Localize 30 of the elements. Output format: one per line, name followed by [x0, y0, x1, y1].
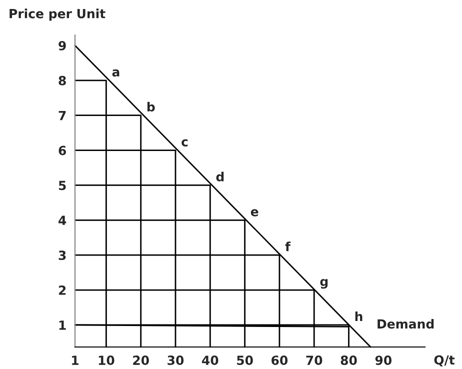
y-tick-label: 1 [59, 320, 66, 330]
annotation: d [216, 172, 224, 182]
x-tick-label: 50 [237, 356, 253, 366]
y-tick-label: 4 [58, 216, 66, 225]
annotation: a [112, 69, 120, 77]
x-tick-label: 10 [98, 356, 114, 366]
y-tick-label: 9 [58, 40, 66, 50]
x-axis-title: Q/t [434, 355, 455, 366]
x-tick-label: 1 [72, 356, 78, 365]
annotation: f [285, 242, 291, 252]
x-tick-label: 90 [375, 356, 392, 366]
x-tick-label: 80 [340, 356, 357, 366]
y-tick-label: 3 [58, 250, 66, 260]
x-tick-label: 60 [272, 356, 288, 366]
y-tick-label: 7 [58, 110, 66, 120]
y-axis-title: Price per Unit [10, 8, 106, 21]
x-tick-label: 70 [306, 356, 322, 366]
series-label: Demand [378, 318, 434, 329]
annotation: c [182, 139, 188, 146]
y-tick-label: 6 [58, 146, 66, 156]
y-tick-label: 5 [58, 180, 66, 190]
annotation: b [147, 102, 155, 112]
x-tick-label: 40 [202, 356, 218, 366]
annotation: e [250, 209, 258, 216]
annotation: g [320, 278, 328, 289]
annotation: h [355, 312, 362, 321]
x-tick-label: 20 [133, 356, 149, 366]
y-tick-label: 2 [58, 286, 66, 295]
x-tick-label: 30 [168, 356, 184, 366]
y-tick-label: 8 [58, 76, 66, 86]
